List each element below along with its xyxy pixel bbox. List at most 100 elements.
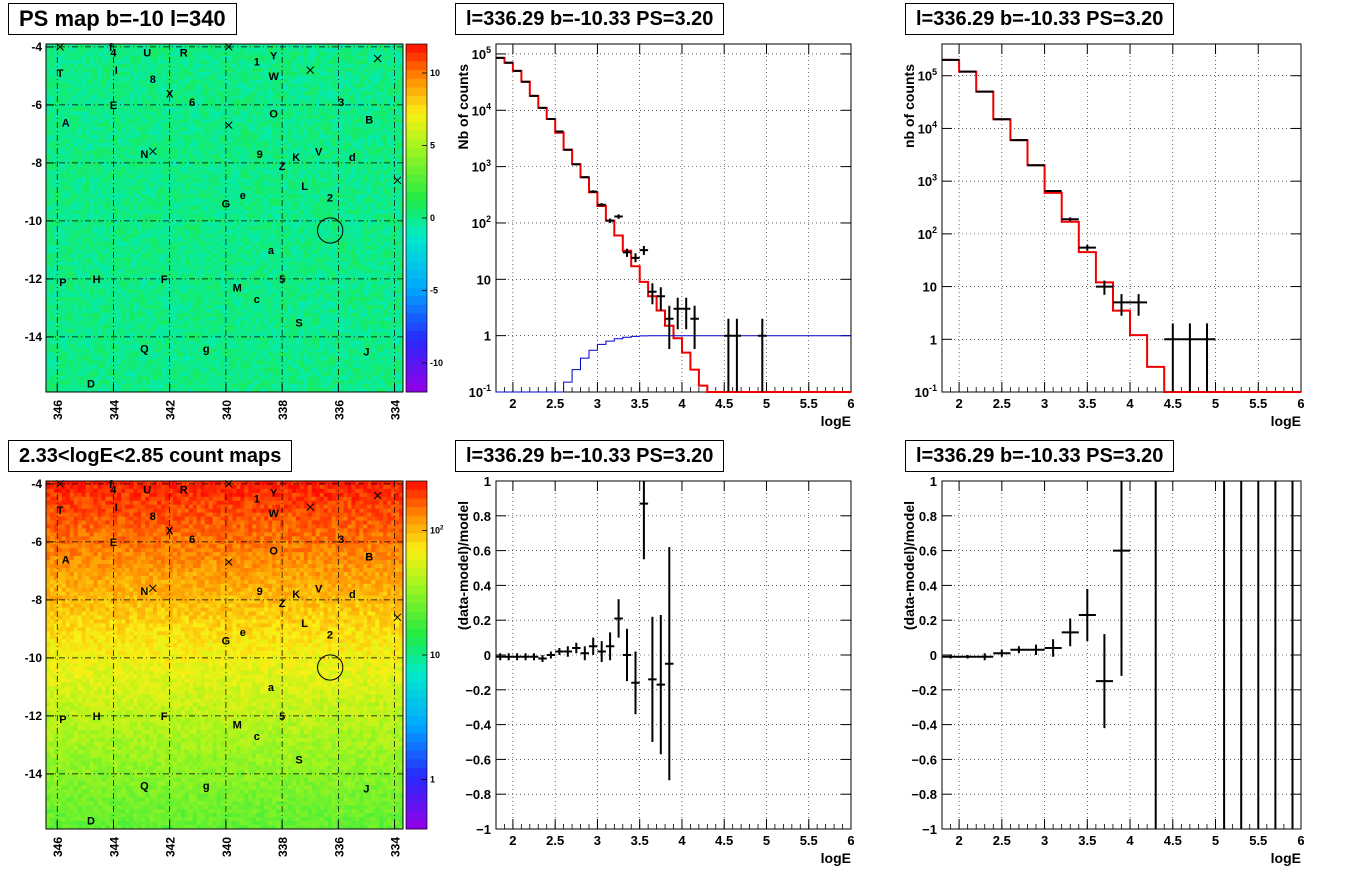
res2-tick-label-x: 3 bbox=[1041, 833, 1048, 848]
map2-tick-label-x: 342 bbox=[164, 837, 178, 857]
res1-ylabel: (data-model)/model bbox=[455, 501, 471, 630]
map1-source-label: M bbox=[233, 283, 242, 295]
map1-colorbar-segment bbox=[406, 305, 427, 314]
spec1-tick-label-y: 10-1 bbox=[469, 383, 491, 400]
map2-colorbar-segment bbox=[406, 812, 427, 821]
res1-tick-label-x: 4 bbox=[678, 833, 686, 848]
res2-tick-label-y: 0.2 bbox=[919, 613, 937, 628]
map2-colorbar-segment bbox=[406, 568, 427, 577]
map2-colorbar-segment bbox=[406, 672, 427, 681]
map2-colorbar-segment bbox=[406, 542, 427, 551]
map2-source-label: 4 bbox=[110, 485, 117, 497]
map1-tick-label-x: 340 bbox=[220, 400, 234, 420]
spec1-tick-label-y: 103 bbox=[472, 158, 491, 175]
map2-tick-label-y: -10 bbox=[25, 651, 43, 665]
map2-tick-label-x: 336 bbox=[332, 837, 346, 857]
map2-colorbar-segment bbox=[406, 638, 427, 647]
map1-source-label: S bbox=[295, 317, 302, 329]
map1-colorbar-segment bbox=[406, 192, 427, 201]
map1-colorbar-segment bbox=[406, 140, 427, 149]
map2-tick-label-y: -14 bbox=[25, 767, 43, 781]
spec2-data-point bbox=[993, 119, 1010, 120]
map2-tick-label-y: -4 bbox=[31, 477, 42, 491]
map1-colorbar-segment bbox=[406, 322, 427, 331]
map2-colorbar-segment bbox=[406, 585, 427, 594]
res1-tick-label-x: 5.5 bbox=[800, 833, 818, 848]
map1-source-label: 3 bbox=[338, 97, 344, 109]
spec1-data-point bbox=[564, 149, 573, 150]
spec2-tick-label-x: 3.5 bbox=[1078, 396, 1096, 411]
map1-colorbar-segment bbox=[406, 218, 427, 227]
map2-source-label: P bbox=[59, 714, 66, 726]
spec1-data-point bbox=[581, 176, 590, 178]
map1-colorbar-segment bbox=[406, 122, 427, 131]
map2-colorbar-segment bbox=[406, 681, 427, 690]
map1-source-label: U bbox=[143, 48, 151, 60]
map1-tick-label-y: -6 bbox=[31, 98, 42, 112]
map2-colorbar-segment bbox=[406, 777, 427, 786]
map2-source-label: d bbox=[349, 589, 356, 601]
map2-colorbar-tick-label: 102 bbox=[430, 524, 444, 535]
map2-colorbar-segment bbox=[406, 733, 427, 742]
map1-colorbar-segment bbox=[406, 296, 427, 305]
spec1-tick-label-x: 5.5 bbox=[800, 396, 818, 411]
map1-colorbar-segment bbox=[406, 209, 427, 218]
map2-source-label: G bbox=[222, 636, 231, 648]
map2-colorbar-segment bbox=[406, 507, 427, 516]
spec2-tick-label-y: 102 bbox=[918, 225, 937, 242]
spec2-tick-label-y: 10 bbox=[923, 280, 937, 295]
map2-colorbar-segment bbox=[406, 577, 427, 586]
map2-colorbar-segment bbox=[406, 751, 427, 760]
spec2-tick-label-x: 3 bbox=[1041, 396, 1048, 411]
map1-colorbar-segment bbox=[406, 96, 427, 105]
spec2-tick-label-x: 6 bbox=[1297, 396, 1304, 411]
res2-tick-label-x: 5 bbox=[1212, 833, 1219, 848]
spec1-tick-label-y: 102 bbox=[472, 214, 491, 231]
map2-source-label: c bbox=[254, 731, 260, 743]
map2-colorbar-segment bbox=[406, 655, 427, 664]
res2-ylabel: (data-model)/model bbox=[901, 501, 917, 630]
res1-tick-label-x: 4.5 bbox=[715, 833, 733, 848]
res1-tick-label-x: 3 bbox=[594, 833, 601, 848]
map2-source-label: T bbox=[57, 505, 64, 517]
spec2-tick-label-x: 2.5 bbox=[993, 396, 1011, 411]
map2-tick-label-x: 346 bbox=[51, 837, 65, 857]
map2-tick-label-y: -8 bbox=[31, 593, 42, 607]
spec2-tick-label-x: 5 bbox=[1212, 396, 1219, 411]
spec2-ylabel: nb of counts bbox=[901, 64, 917, 148]
map1-colorbar-segment bbox=[406, 279, 427, 288]
spec1-tick-label-x: 3.5 bbox=[631, 396, 649, 411]
residual2-title: l=336.29 b=-10.33 PS=3.20 bbox=[905, 440, 1174, 472]
map2-source-label: 9 bbox=[257, 586, 263, 598]
map1-heatmap bbox=[46, 44, 403, 392]
map1-source-label: d bbox=[349, 152, 356, 164]
map1-colorbar-segment bbox=[406, 375, 427, 384]
map2-tick-label-x: 344 bbox=[107, 837, 121, 857]
res1-tick-label-y: −0.6 bbox=[465, 752, 491, 767]
map1-colorbar-segment bbox=[406, 331, 427, 340]
map2-source-label: B bbox=[365, 551, 373, 563]
map1-colorbar-segment bbox=[406, 340, 427, 349]
map2-colorbar-segment bbox=[406, 768, 427, 777]
map1-tick-label-y: -14 bbox=[25, 330, 43, 344]
spec2-tick-label-y: 10-1 bbox=[915, 383, 937, 400]
map2-source-label: W bbox=[268, 508, 279, 520]
map1-tick-label-x: 344 bbox=[107, 400, 121, 420]
map1-colorbar-segment bbox=[406, 262, 427, 271]
map2-source-label: a bbox=[268, 682, 275, 694]
map1-colorbar-segment bbox=[406, 366, 427, 375]
spec2-tick-label-y: 105 bbox=[918, 67, 937, 84]
spec2-frame bbox=[942, 44, 1301, 392]
map1-colorbar-segment bbox=[406, 70, 427, 79]
map2-source-label: R bbox=[180, 485, 188, 497]
res2-tick-label-y: 0.6 bbox=[919, 544, 937, 559]
spec1-data-point bbox=[572, 163, 580, 165]
map1-colorbar-segment bbox=[406, 270, 427, 279]
map2-colorbar-segment bbox=[406, 498, 427, 507]
spec1-ylabel: Nb of counts bbox=[455, 64, 471, 150]
map2-source-label: 6 bbox=[189, 534, 195, 546]
map2-source-label: 5 bbox=[279, 711, 285, 723]
spec1-tick-label-x: 3 bbox=[594, 396, 601, 411]
map2-source-label: U bbox=[143, 485, 151, 497]
map2-source-label: X bbox=[166, 525, 174, 537]
